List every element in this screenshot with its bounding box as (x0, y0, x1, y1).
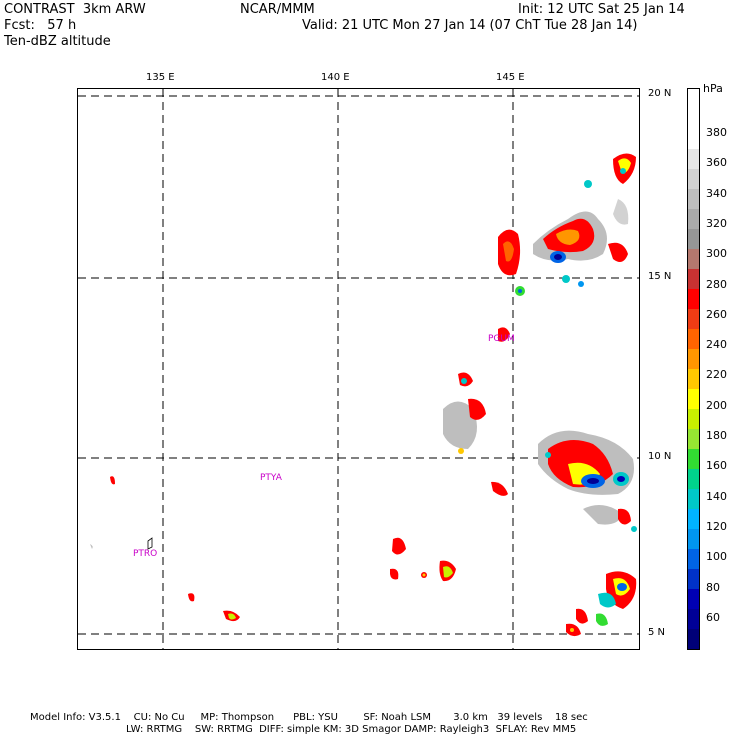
colorbar-swatch (688, 209, 699, 230)
colorbar-swatch (688, 249, 699, 270)
colorbar-swatch (688, 129, 699, 150)
colorbar-label: 280 (706, 277, 727, 291)
storm-cluster-southwest (90, 476, 456, 622)
field-name: Ten-dBZ altitude (4, 34, 111, 49)
station-markers: PGUM PTYA PTRO (133, 334, 515, 559)
forecast-hour: Fcst: 57 h (4, 18, 77, 33)
lat-label-15n: 15 N (648, 271, 672, 282)
storm-cluster-northeast (498, 153, 636, 296)
colorbar-swatch (688, 369, 699, 390)
colorbar-label: 220 (706, 368, 727, 382)
lat-label-5n: 5 N (648, 627, 666, 638)
colorbar-label: 360 (706, 156, 727, 170)
storm-cluster-guam (443, 327, 510, 454)
colorbar-label: 200 (706, 398, 727, 412)
colorbar-swatch (688, 169, 699, 190)
colorbar-swatch (688, 109, 699, 130)
colorbar-swatch (688, 329, 699, 350)
colorbar-swatch (688, 229, 699, 250)
colorbar-swatch (688, 509, 699, 530)
colorbar-label: 180 (706, 429, 727, 442)
model-info-line1: Model Info: V3.5.1 CU: No Cu MP: Thompso… (30, 712, 588, 723)
colorbar-swatch (688, 469, 699, 490)
colorbar-label: 120 (706, 519, 727, 533)
storm-cluster-southeast (566, 571, 637, 637)
colorbar-label: 80 (706, 580, 720, 594)
island-outline-palau (147, 537, 153, 550)
colorbar-ramp (688, 89, 699, 650)
colorbar-label: 260 (706, 307, 727, 321)
map-canvas: PGUM PTYA PTRO (78, 89, 639, 649)
lon-label-140: 140 E (321, 72, 350, 83)
colorbar-swatch (688, 149, 699, 170)
colorbar-swatch (688, 549, 699, 570)
model-info-line2: LW: RRTMG SW: RRTMG DIFF: simple KM: 3D … (126, 724, 577, 735)
valid-time: Valid: 21 UTC Mon 27 Jan 14 (07 ChT Tue … (302, 18, 638, 33)
colorbar-swatch (688, 429, 699, 450)
colorbar-unit: hPa (703, 82, 723, 95)
colorbar-swatch (688, 609, 699, 630)
colorbar-swatch (688, 389, 699, 410)
lat-label-20n: 20 N (648, 88, 672, 99)
colorbar-label: 320 (706, 216, 727, 230)
colorbar-swatch (688, 589, 699, 610)
colorbar-swatch (688, 189, 699, 210)
colorbar-label: 100 (706, 550, 727, 564)
lon-label-145: 145 E (496, 72, 525, 83)
colorbar-swatch (688, 529, 699, 550)
model-title: CONTRAST 3km ARW (4, 2, 146, 17)
graticule (78, 89, 639, 649)
colorbar-swatch (688, 569, 699, 590)
colorbar-label: 140 (706, 489, 727, 503)
station-label-pgum: PGUM (488, 334, 515, 344)
init-time: Init: 12 UTC Sat 25 Jan 14 (518, 2, 685, 17)
colorbar-swatch (688, 629, 699, 650)
colorbar-label: 240 (706, 338, 727, 352)
colorbar (687, 88, 700, 650)
colorbar-swatch (688, 309, 699, 330)
colorbar-swatch (688, 289, 699, 310)
lon-label-135: 135 E (146, 72, 175, 83)
colorbar-swatch (688, 449, 699, 470)
colorbar-label: 340 (706, 186, 727, 200)
storm-cluster-east-10n (491, 430, 637, 532)
colorbar-swatch (688, 409, 699, 430)
colorbar-swatch (688, 89, 699, 110)
lat-label-10n: 10 N (648, 451, 672, 462)
institution-label: NCAR/MMM (240, 2, 315, 17)
colorbar-label: 160 (706, 459, 727, 473)
station-label-ptro: PTRO (133, 549, 157, 559)
colorbar-label: 60 (706, 610, 720, 624)
station-label-ptya: PTYA (260, 473, 283, 483)
colorbar-label: 300 (706, 247, 727, 261)
colorbar-label: 380 (706, 126, 727, 139)
radar-map: PGUM PTYA PTRO (77, 88, 640, 650)
colorbar-swatch (688, 349, 699, 370)
colorbar-swatch (688, 269, 699, 290)
colorbar-swatch (688, 489, 699, 510)
